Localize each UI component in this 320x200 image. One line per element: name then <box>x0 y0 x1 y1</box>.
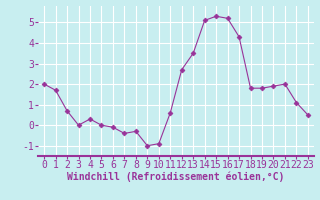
X-axis label: Windchill (Refroidissement éolien,°C): Windchill (Refroidissement éolien,°C) <box>67 172 285 182</box>
